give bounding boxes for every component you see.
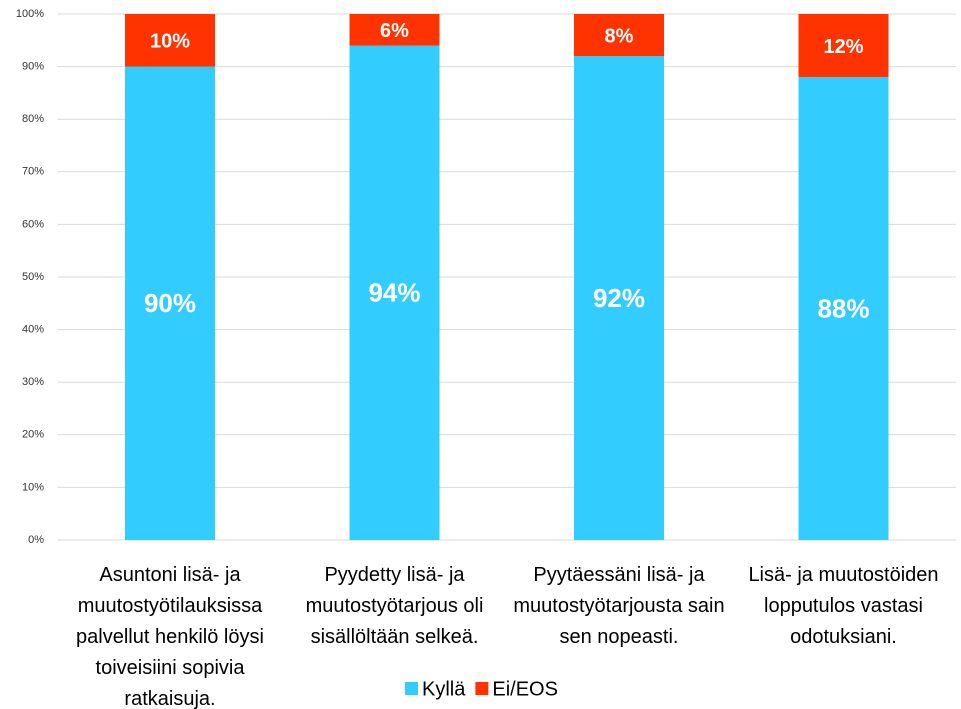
y-tick-label: 40% (22, 324, 44, 336)
x-tick-label: Lisä- ja muutostöiden lopputulos vastasi… (748, 564, 939, 648)
data-label: 88% (817, 293, 869, 323)
bar-segment (798, 14, 889, 78)
y-tick-label: 20% (22, 429, 44, 441)
y-tick-label: 70% (22, 166, 44, 178)
data-label: 10% (150, 31, 190, 53)
y-tick-label: 0% (28, 534, 44, 546)
y-tick-label: 60% (22, 218, 44, 230)
data-label: 90% (144, 288, 196, 318)
data-label: 6% (380, 20, 409, 42)
x-tick-label: Pyydetty lisä- ja muutostyötarjous oli s… (305, 564, 484, 648)
x-tick-label: Asuntoni lisä- ja muutostyötilauksissa p… (76, 564, 264, 709)
y-tick-label: 100% (16, 8, 44, 20)
y-tick-label: 10% (22, 481, 44, 493)
legend-swatch (475, 682, 489, 695)
bar-segment (125, 14, 215, 67)
data-label: 92% (593, 283, 645, 313)
data-label: 12% (823, 36, 863, 58)
bar-segment (349, 14, 440, 46)
legend-swatch (405, 682, 418, 695)
y-tick-label: 90% (22, 61, 44, 73)
bar-segment (574, 14, 664, 57)
x-tick-label: Pyytäessäni lisä- ja muutostyötarjousta … (513, 564, 725, 648)
legend-label: Ei/EOS (492, 678, 558, 700)
bar-segment (574, 56, 664, 541)
y-tick-label: 50% (22, 271, 44, 283)
y-tick-label: 80% (22, 113, 44, 125)
bar-segment (125, 66, 215, 540)
y-tick-label: 30% (22, 376, 44, 388)
data-label: 94% (368, 278, 420, 308)
data-label: 8% (605, 25, 634, 47)
bar-segment (349, 45, 440, 541)
legend-label: Kyllä (422, 678, 466, 700)
bar-segment (798, 77, 889, 541)
